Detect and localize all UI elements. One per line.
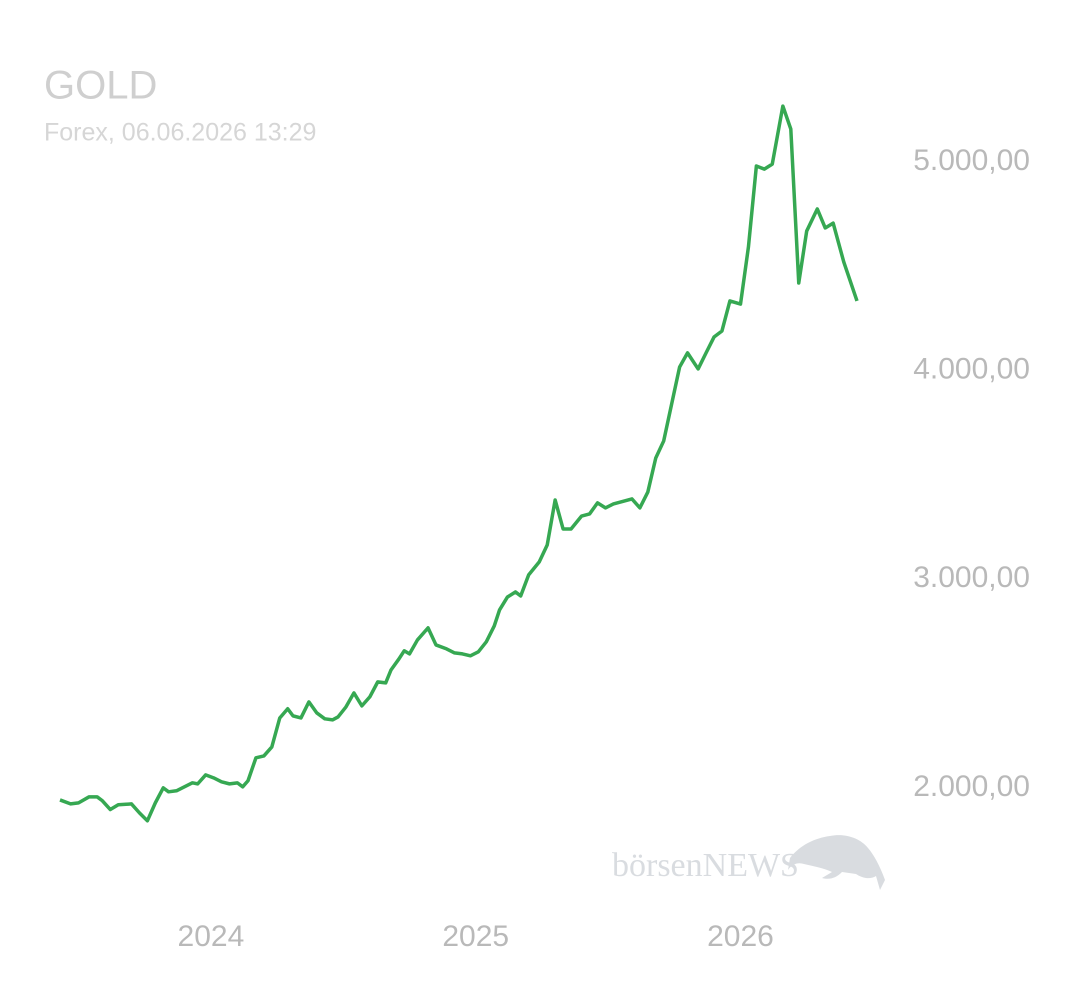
x-tick-label: 2025	[442, 920, 509, 953]
y-tick-label: 2.000,00	[913, 770, 1030, 803]
x-tick-label: 2026	[707, 920, 774, 953]
watermark-text: börsenNEWS	[612, 847, 799, 884]
watermark: börsenNEWS	[612, 835, 885, 890]
y-tick-label: 4.000,00	[913, 353, 1030, 386]
y-tick-label: 3.000,00	[913, 561, 1030, 594]
chart-subtitle: Forex, 06.06.2026 13:29	[44, 119, 316, 147]
chart-title: GOLD	[44, 64, 157, 108]
x-tick-label: 2024	[178, 920, 245, 953]
watermark-bull	[788, 835, 885, 890]
price-line	[59, 104, 859, 823]
y-tick-label: 5.000,00	[913, 144, 1030, 177]
